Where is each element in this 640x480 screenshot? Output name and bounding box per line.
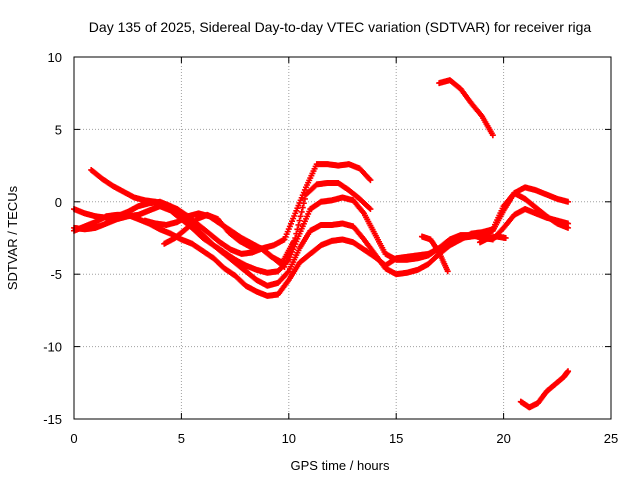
- x-tick-label: 25: [604, 431, 618, 446]
- data-point: [366, 205, 373, 212]
- data-point: [296, 217, 303, 224]
- y-tick-label: 0: [55, 195, 62, 210]
- x-axis-label: GPS time / hours: [291, 458, 390, 473]
- plot-frame: [73, 56, 612, 420]
- y-tick-label: -5: [50, 267, 62, 282]
- series-trace-g: [436, 77, 496, 139]
- data-point: [565, 220, 572, 227]
- x-tick-label: 20: [496, 431, 510, 446]
- x-tick-label: 15: [389, 431, 403, 446]
- x-tick-label: 0: [70, 431, 77, 446]
- y-tick-label: -10: [43, 340, 62, 355]
- data-point: [281, 263, 288, 270]
- ticks-layer: 0 5 10 15 20 25 -15 -10 -5 0 5 10: [43, 50, 618, 446]
- data-point: [297, 213, 304, 220]
- data-point: [282, 261, 289, 268]
- data-point: [301, 195, 308, 202]
- series-trace-i: [418, 233, 451, 275]
- data-point: [565, 368, 572, 375]
- data-point: [489, 132, 496, 139]
- y-axis-label: SDTVAR / TECUs: [5, 185, 20, 290]
- y-tick-label: -15: [43, 412, 62, 427]
- data-point: [284, 269, 291, 276]
- data-point: [295, 221, 302, 228]
- data-point: [444, 268, 451, 275]
- data-point: [299, 204, 306, 211]
- data-point: [565, 198, 572, 205]
- data-point: [293, 230, 300, 237]
- points-layer: [71, 77, 572, 411]
- y-tick-label: 10: [48, 50, 62, 65]
- data-point: [298, 208, 305, 215]
- x-tick-label: 5: [178, 431, 185, 446]
- data-point: [300, 200, 307, 207]
- series-trace-d: [88, 161, 374, 257]
- data-point: [367, 206, 374, 213]
- y-tick-label: 5: [55, 122, 62, 137]
- x-tick-label: 10: [282, 431, 296, 446]
- chart-title: Day 135 of 2025, Sidereal Day-to-day VTE…: [89, 19, 592, 35]
- axes-layer: [73, 56, 612, 420]
- data-point: [294, 226, 301, 233]
- data-point: [290, 239, 297, 246]
- data-point: [502, 235, 509, 241]
- series-trace-j: [476, 233, 509, 246]
- data-point: [366, 175, 373, 182]
- series-trace-f: [161, 211, 297, 266]
- series-trace-h: [517, 368, 572, 411]
- data-point: [367, 177, 374, 184]
- data-point: [292, 235, 299, 241]
